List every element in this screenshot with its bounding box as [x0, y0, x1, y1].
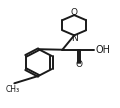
- Text: OH: OH: [96, 45, 111, 55]
- Text: O: O: [75, 60, 82, 69]
- Text: O: O: [71, 8, 78, 17]
- Text: CH₃: CH₃: [6, 85, 20, 94]
- Text: N: N: [71, 33, 78, 43]
